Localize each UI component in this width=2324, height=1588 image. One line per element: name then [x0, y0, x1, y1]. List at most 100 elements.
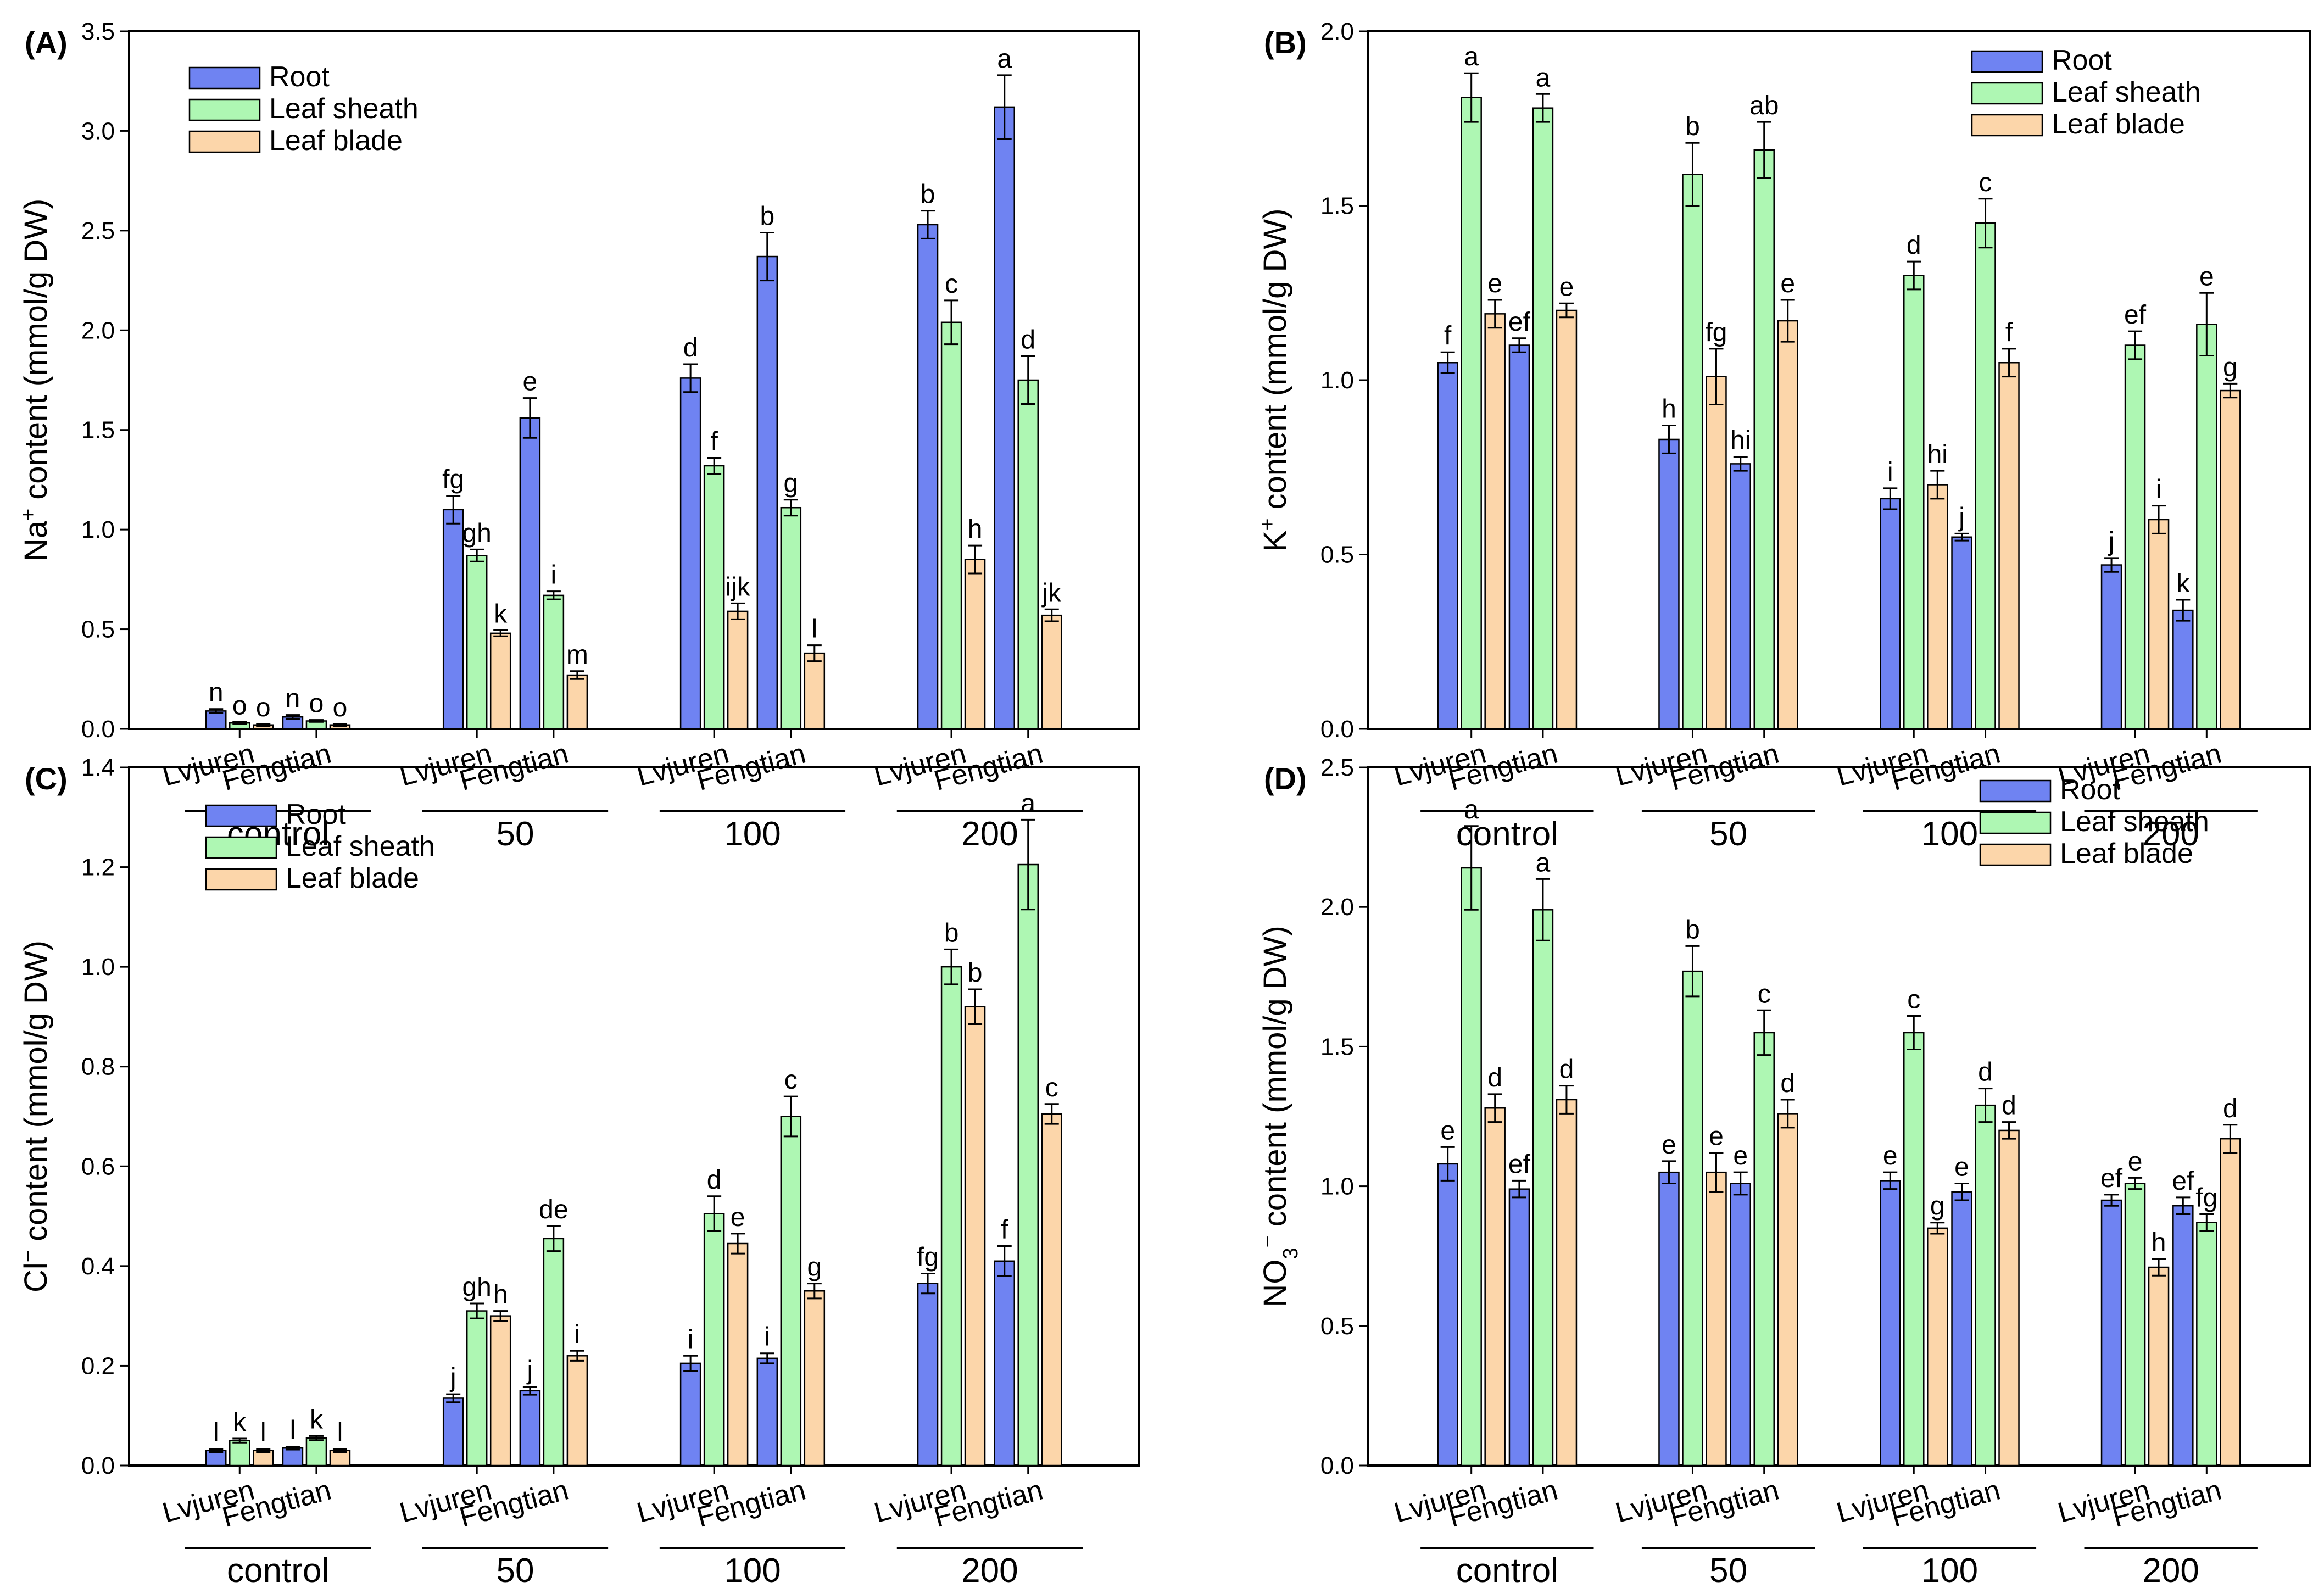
bar-root [679, 1362, 701, 1467]
bar-root [1658, 438, 1680, 730]
error-bar [1978, 1088, 1993, 1123]
bar-root [756, 1357, 778, 1467]
significance-letter: c [1758, 979, 1771, 1008]
error-bar [256, 723, 271, 727]
significance-letter: d [1978, 1058, 1993, 1087]
significance-letter: l [213, 1418, 219, 1447]
bar-leaf-blade [2148, 519, 2170, 730]
bar-leaf-sheath [703, 1213, 725, 1467]
y-tick-label: 1.0 [81, 954, 115, 980]
legend-swatch [205, 868, 277, 891]
significance-letter: hi [1730, 426, 1751, 455]
significance-letter: a [1536, 63, 1551, 92]
significance-letter: g [1930, 1192, 1945, 1221]
bar-leaf-blade [2220, 389, 2241, 730]
group-label: control [1456, 815, 1558, 853]
error-bar [1954, 532, 1969, 542]
significance-letter: gh [462, 519, 491, 548]
y-tick-label: 0.6 [81, 1153, 115, 1180]
significance-letter: b [1685, 112, 1700, 141]
error-bar [1930, 1222, 1945, 1235]
significance-letter: i [2156, 475, 2162, 504]
bar-root [2100, 1199, 2122, 1467]
error-bar [807, 644, 822, 662]
plot-frame [1367, 766, 2311, 1467]
error-bar [570, 1350, 584, 1362]
significance-letter: jk [1041, 578, 1062, 608]
error-bar [2176, 599, 2191, 622]
bar-leaf-blade [1556, 1099, 1578, 1467]
bar-root [282, 1447, 304, 1467]
legend-label: Leaf sheath [286, 831, 435, 862]
y-tick-label: 1.2 [81, 854, 115, 881]
error-bar [1021, 818, 1035, 911]
error-bar [1709, 1152, 1724, 1193]
error-bar [2223, 382, 2238, 399]
error-bar [1044, 608, 1059, 622]
error-bar [546, 1225, 561, 1252]
group-label: 50 [497, 815, 534, 853]
bar-root [917, 1283, 939, 1467]
significance-letter: c [945, 270, 958, 299]
legend-label: Leaf blade [2052, 108, 2185, 140]
y-tick-label: 1.0 [1320, 1173, 1354, 1200]
significance-letter: d [2002, 1091, 2016, 1121]
significance-letter: ef [2100, 1164, 2123, 1193]
significance-letter: h [1662, 395, 1676, 424]
error-bar [1780, 1099, 1795, 1129]
y-tick-label: 1.0 [81, 516, 115, 543]
bar-leaf-sheath [1017, 863, 1039, 1467]
significance-letter: d [1780, 1069, 1795, 1098]
y-axis-title: K+ content (mmol/g DW) [1256, 209, 1293, 552]
group-label: 200 [961, 815, 1018, 853]
significance-letter: e [1440, 1116, 1455, 1145]
group-label: 200 [961, 1552, 1018, 1588]
significance-letter: ab [1749, 91, 1779, 120]
bar-leaf-blade [2148, 1266, 2170, 1467]
error-bar [1883, 487, 1898, 510]
error-bar [1757, 121, 1771, 179]
error-bar [546, 590, 561, 600]
y-tick-label: 0.0 [81, 716, 115, 743]
error-bar [2176, 1196, 2191, 1215]
significance-letter: j [526, 1356, 533, 1385]
bar-leaf-sheath [1682, 970, 1703, 1467]
bar-leaf-blade [1706, 376, 1727, 730]
error-bar [760, 231, 774, 282]
significance-letter: hi [1927, 440, 1948, 469]
group-label: 200 [2142, 1552, 2199, 1588]
significance-letter: g [807, 1253, 822, 1282]
bar-root [756, 255, 778, 730]
error-bar [309, 719, 324, 723]
error-bar [1780, 299, 1795, 343]
error-bar [1978, 198, 1993, 249]
significance-letter: n [286, 684, 300, 714]
bar-leaf-sheath [1903, 275, 1925, 730]
legend-label: Leaf blade [269, 125, 403, 157]
error-bar [997, 74, 1012, 140]
error-bar [921, 1272, 935, 1295]
significance-letter: o [333, 693, 348, 722]
error-bar [332, 723, 347, 727]
error-bar [783, 1095, 798, 1138]
bar-root [1508, 344, 1530, 730]
error-bar [1440, 351, 1455, 374]
significance-letter: e [1487, 269, 1502, 298]
bar-root [1880, 498, 1901, 730]
bar-leaf-blade [964, 1006, 986, 1467]
significance-letter: ef [1508, 308, 1531, 337]
significance-letter: m [566, 640, 588, 670]
error-bar [2152, 1258, 2166, 1277]
bar-leaf-sheath [466, 1310, 488, 1467]
y-tick-label: 2.0 [1320, 18, 1354, 45]
error-bar [470, 548, 484, 562]
bar-root [2172, 1205, 2194, 1467]
group-label: 200 [2142, 815, 2199, 853]
error-bar [209, 708, 224, 714]
significance-letter: e [1662, 1130, 1676, 1160]
significance-letter: ef [2124, 300, 2147, 330]
bar-root [1951, 536, 1972, 730]
significance-letter: i [575, 1320, 581, 1349]
legend-swatch [188, 66, 261, 90]
bar-leaf-blade [489, 632, 511, 730]
